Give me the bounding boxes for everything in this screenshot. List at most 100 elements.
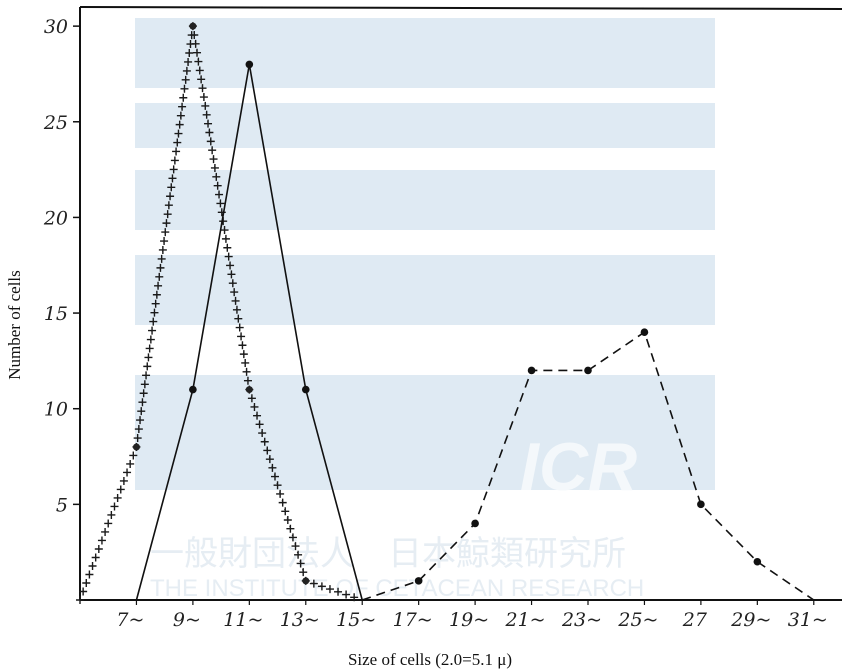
x-tick-label: 31~ (788, 609, 828, 631)
cross-marker (101, 527, 110, 536)
cross-marker (288, 533, 297, 542)
cross-marker (212, 172, 221, 181)
cross-marker (199, 93, 208, 102)
cross-marker (146, 335, 155, 344)
cross-series-point (132, 443, 140, 451)
cross-marker (148, 326, 157, 335)
cross-marker (167, 183, 176, 192)
x-tick-label: 27 (682, 609, 708, 631)
x-axis-title: Size of cells (2.0=5.1 μ) (348, 650, 512, 669)
x-tick-label: 29~ (730, 609, 771, 631)
cross-marker (208, 146, 217, 155)
cross-marker (138, 398, 147, 407)
dashed-series-point (697, 500, 705, 509)
cross-marker (194, 57, 203, 66)
x-tick-label: 15~ (336, 609, 376, 631)
cross-marker (221, 234, 230, 243)
y-tick-label: 30 (44, 16, 68, 38)
cross-marker (142, 371, 151, 380)
cross-marker (157, 254, 166, 263)
cross-marker (223, 243, 232, 252)
cross-marker (247, 394, 256, 403)
cross-marker (193, 48, 202, 57)
cross-marker (309, 579, 318, 588)
cross-marker (134, 425, 143, 434)
cross-marker (228, 279, 237, 288)
cross-marker (270, 472, 279, 481)
plot-area (76, 22, 815, 604)
cross-series-point (302, 577, 310, 585)
cross-marker (342, 590, 351, 599)
cross-marker (137, 407, 146, 416)
cross-marker (243, 376, 252, 385)
cross-marker (104, 519, 113, 528)
cross-marker (235, 323, 244, 332)
cross-marker (195, 66, 204, 75)
cross-marker (129, 451, 138, 460)
cross-marker (260, 437, 269, 446)
cross-marker (179, 93, 188, 102)
cross-marker (226, 261, 235, 270)
solid-series-point (189, 385, 197, 394)
cross-marker (220, 226, 229, 235)
cross-marker (85, 570, 94, 579)
watermark-band (135, 18, 715, 88)
watermark-band (135, 170, 715, 230)
cross-marker (145, 344, 154, 353)
cross-marker (161, 228, 170, 237)
cross-marker (113, 493, 122, 502)
cross-marker (149, 317, 158, 326)
cross-marker (185, 48, 194, 57)
y-tick-label: 15 (44, 303, 68, 325)
cross-marker (283, 516, 292, 525)
solid-series-point (301, 385, 310, 394)
y-tick-label: 10 (44, 399, 68, 421)
cross-marker (197, 75, 206, 84)
cross-marker (350, 593, 359, 602)
cross-marker (180, 84, 189, 93)
cross-marker (152, 290, 161, 299)
cross-marker (163, 210, 172, 219)
cross-marker (334, 587, 343, 596)
cross-marker (123, 468, 132, 477)
y-tick-label: 25 (43, 112, 68, 134)
cross-marker (204, 119, 213, 128)
dashed-series-point (471, 519, 479, 528)
cross-marker (325, 585, 334, 594)
cross-series-point (245, 386, 253, 394)
cross-marker (110, 502, 119, 511)
cross-marker (133, 434, 142, 443)
cross-marker (234, 314, 243, 323)
cross-marker (76, 596, 84, 604)
cross-marker (273, 481, 282, 490)
cross-marker (281, 507, 290, 516)
x-tick-label: 21~ (505, 609, 546, 631)
cross-marker (162, 219, 171, 228)
cross-marker (150, 308, 159, 317)
cross-marker (91, 553, 100, 562)
cross-marker (258, 429, 267, 438)
cross-marker (116, 485, 125, 494)
x-tick-label: 13~ (280, 609, 320, 631)
dashed-series-point (640, 328, 649, 336)
watermark-line1: 一般財団法人 日本鯨類研究所 (150, 535, 626, 573)
cross-marker (265, 455, 274, 464)
cross-marker (268, 463, 277, 472)
x-tick-label: 25~ (617, 609, 658, 631)
cross-marker (205, 128, 214, 137)
cross-marker (97, 536, 106, 545)
cross-marker (136, 416, 145, 425)
x-ticks: 7~ 9~ 11~ 13~ 15~ 17~ 19~ 21~ 23~ 25~ 27 29~ 31~ (116, 600, 828, 631)
cross-marker (230, 288, 239, 297)
cross-marker (143, 362, 152, 371)
x-tick-label: 23~ (561, 609, 602, 631)
dashed-series-point (584, 366, 592, 375)
cross-marker (299, 568, 308, 577)
cross-marker (181, 75, 190, 84)
cross-marker (160, 237, 169, 246)
cross-marker (202, 110, 211, 119)
x-tick-label: 17~ (393, 609, 433, 631)
cross-marker (241, 358, 250, 367)
watermark-band (135, 255, 715, 325)
